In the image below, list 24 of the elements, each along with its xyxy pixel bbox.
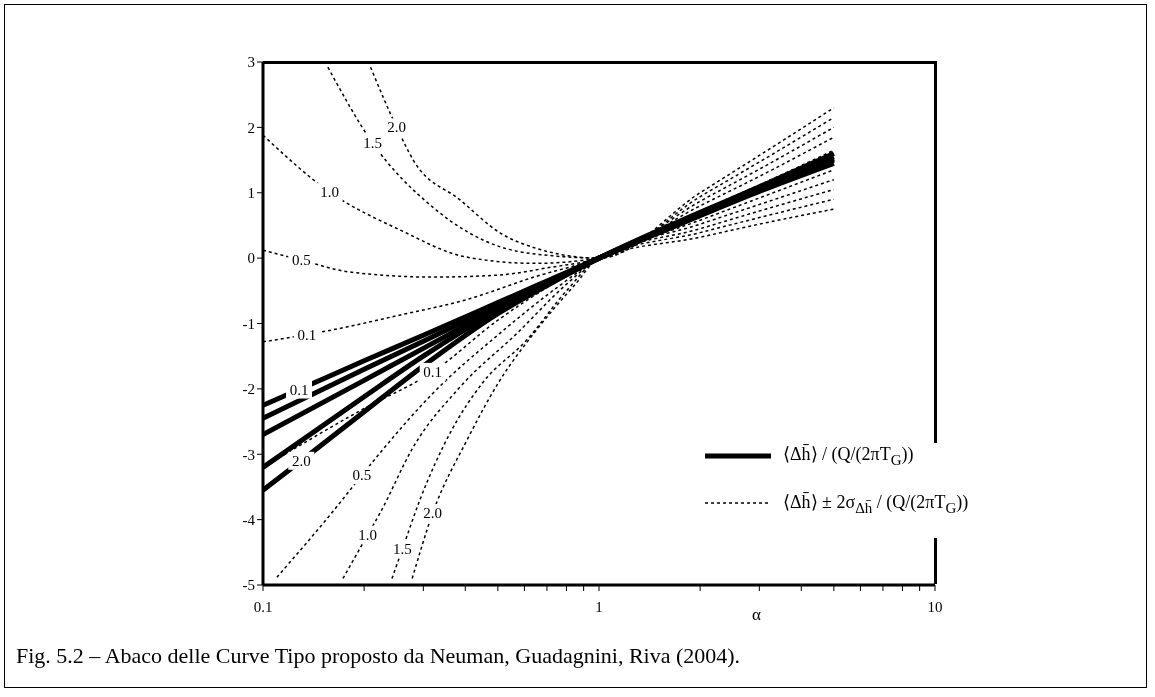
y-tick-label: -5: [242, 577, 255, 594]
x-tick-label: 1: [595, 598, 603, 615]
y-tick-label: -2: [242, 381, 255, 398]
y-tick-label: 0: [247, 250, 255, 267]
annotation: 0.1: [297, 326, 317, 343]
legend-label: ⟨Δh̄⟩ / (Q/(2πT$_{G}$)): [783, 443, 914, 469]
annotation: 2.0: [387, 119, 407, 136]
annotation: 0.5: [291, 252, 311, 269]
x-tick-label: 10: [927, 598, 943, 615]
annotation: 1.5: [393, 541, 412, 558]
y-tick-label: 1: [247, 185, 255, 202]
annotation: 0.5: [352, 467, 372, 484]
annotation: 1.5: [363, 135, 383, 152]
y-tick-label: -1: [242, 315, 255, 332]
x-tick-label: 0.1: [253, 598, 273, 615]
annotation: 1.0: [358, 526, 378, 543]
y-tick-label: 3: [247, 54, 255, 71]
legend-label: ⟨Δh̄⟩ ± 2σ$_{Δh̄}$ / (Q/(2πT$_{G}$)): [783, 490, 969, 517]
y-tick-label: 2: [247, 119, 255, 136]
caption: Fig. 5.2 – Abaco delle Curve Tipo proposto da Neuman, Guadagnini, Riva (2004).: [16, 643, 741, 669]
y-tick-label: -4: [242, 511, 256, 528]
annotation: 2.0: [423, 505, 443, 522]
x-axis-title: α: [752, 605, 761, 625]
y-tick-label: -3: [242, 446, 255, 463]
